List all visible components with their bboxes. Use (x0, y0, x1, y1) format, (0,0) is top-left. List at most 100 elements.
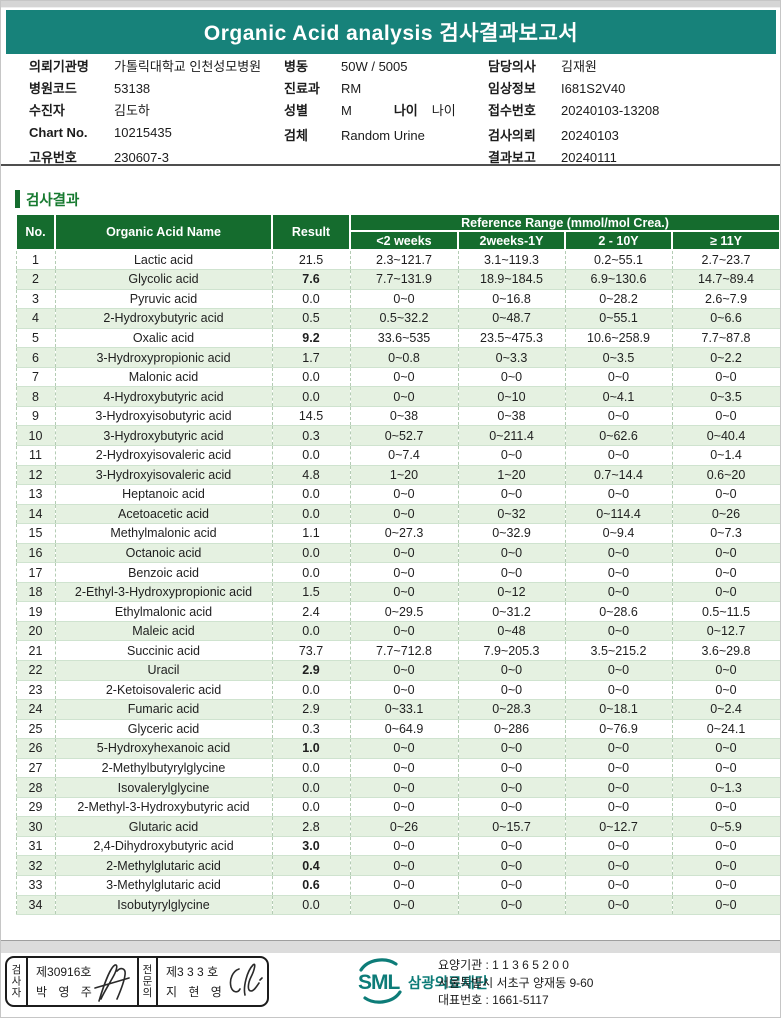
range-2-10y: 0~55.1 (565, 308, 673, 329)
examiner-license-no: 제30916호 (36, 965, 92, 979)
acid-name: Benzoic acid (55, 562, 273, 583)
column-header-name: Organic Acid Name (54, 213, 273, 251)
result-value: 2.9 (272, 699, 351, 720)
range-2weeks-1y: 0~211.4 (458, 425, 566, 446)
table-row: 24 Fumaric acid 2.9 0~33.1 0~28.3 0~18.1 0~2.4 (15, 699, 780, 720)
info-row: 의뢰기관명 가톨릭대학교 인천성모병원 (29, 56, 261, 78)
info-value: 10215435 (114, 125, 172, 140)
result-value: 0.0 (272, 445, 351, 466)
row-number: 7 (15, 367, 56, 388)
range-2weeks-1y: 0~32.9 (458, 523, 566, 544)
info-value: 김재원 (561, 59, 597, 74)
row-number: 34 (15, 895, 56, 916)
range-ge11y: 0~0 (672, 836, 780, 857)
acid-name: Octanoic acid (55, 543, 273, 564)
table-row: 8 4-Hydroxybutyric acid 0.0 0~0 0~10 0~4.1 0~3… (15, 386, 780, 407)
section-title: 검사결과 (26, 192, 80, 209)
range-ge11y: 0~0 (672, 895, 780, 916)
specialist-name: 지 현 영 (166, 985, 226, 999)
table-row: 27 2-Methylbutyrylglycine 0.0 0~0 0~0 0~0 0~0 (15, 758, 780, 779)
row-number: 16 (15, 543, 56, 564)
range-ge11y: 0~0 (672, 758, 780, 779)
range-2weeks-1y: 0~3.3 (458, 347, 566, 368)
range-2-10y: 0~28.6 (565, 601, 673, 622)
info-label: 검체 (284, 128, 308, 143)
range-2weeks-1y: 0~0 (458, 797, 566, 818)
table-row: 20 Maleic acid 0.0 0~0 0~48 0~0 0~12.7 (15, 621, 780, 642)
row-number: 8 (15, 386, 56, 407)
range-lt2weeks: 0~0 (350, 797, 459, 818)
result-value: 21.5 (272, 250, 351, 271)
info-label: 병원코드 (29, 81, 77, 96)
range-2-10y: 0~28.2 (565, 289, 673, 310)
range-ge11y: 0~12.7 (672, 621, 780, 642)
table-row: 23 2-Ketoisovaleric acid 0.0 0~0 0~0 0~0 0~0 (15, 680, 780, 701)
table-row: 28 Isovalerylglycine 0.0 0~0 0~0 0~0 0~1.3 (15, 777, 780, 798)
row-number: 22 (15, 660, 56, 681)
range-2weeks-1y: 0~0 (458, 895, 566, 916)
column-header-2weeks-1y: 2weeks-1Y (457, 230, 566, 251)
result-value: 0.6 (272, 875, 351, 896)
range-2-10y: 3.5~215.2 (565, 640, 673, 661)
info-row: 검체 Random Urine (284, 125, 456, 147)
table-row: 13 Heptanoic acid 0.0 0~0 0~0 0~0 0~0 (15, 484, 780, 505)
range-lt2weeks: 0~0 (350, 836, 459, 857)
result-value: 4.8 (272, 465, 351, 486)
info-value: I681S2V40 (561, 81, 626, 96)
range-ge11y: 0~5.9 (672, 816, 780, 837)
range-2-10y: 0~0 (565, 738, 673, 759)
range-2-10y: 0~0 (565, 543, 673, 564)
row-number: 12 (15, 465, 56, 486)
specialist-role-label: 전문의 (137, 958, 158, 1005)
range-2-10y: 0~0 (565, 680, 673, 701)
range-ge11y: 2.7~23.7 (672, 250, 780, 271)
result-value: 2.9 (272, 660, 351, 681)
acid-name: 2-Methyl-3-Hydroxybutyric acid (55, 797, 273, 818)
row-number: 3 (15, 289, 56, 310)
table-row: 22 Uracil 2.9 0~0 0~0 0~0 0~0 (15, 660, 780, 681)
result-value: 0.3 (272, 719, 351, 740)
range-2-10y: 6.9~130.6 (565, 269, 673, 290)
range-lt2weeks: 7.7~712.8 (350, 640, 459, 661)
range-ge11y: 0~0 (672, 738, 780, 759)
acid-name: Methylmalonic acid (55, 523, 273, 544)
range-lt2weeks: 0~7.4 (350, 445, 459, 466)
range-2weeks-1y: 0~286 (458, 719, 566, 740)
range-2-10y: 0~12.7 (565, 816, 673, 837)
row-number: 26 (15, 738, 56, 759)
table-row: 31 2,4-Dihydroxybutyric acid 3.0 0~0 0~0 0~0 0… (15, 836, 780, 857)
info-value: 20240103 (561, 128, 619, 143)
acid-name: 4-Hydroxybutyric acid (55, 386, 273, 407)
info-value: 20240103-13208 (561, 103, 660, 118)
acid-name: 2-Methylglutaric acid (55, 855, 273, 876)
table-row: 1 Lactic acid 21.5 2.3~121.7 3.1~119.3 0.2~55… (15, 250, 780, 271)
row-number: 1 (15, 250, 56, 271)
lab-phone: 대표번호 : 1661-5117 (438, 993, 549, 1007)
top-strip (1, 1, 780, 8)
range-lt2weeks: 1~20 (350, 465, 459, 486)
range-2weeks-1y: 0~0 (458, 445, 566, 466)
range-2weeks-1y: 0~0 (458, 836, 566, 857)
range-ge11y: 2.6~7.9 (672, 289, 780, 310)
lab-contact-info: 요양기관 : 1 1 3 6 5 2 0 0 서울특별시 서초구 양재동 9-6… (438, 957, 593, 1010)
table-row: 33 3-Methylglutaric acid 0.6 0~0 0~0 0~0 0~0 (15, 875, 780, 896)
range-ge11y: 0~0 (672, 484, 780, 505)
acid-name: Oxalic acid (55, 328, 273, 349)
result-value: 0.0 (272, 680, 351, 701)
range-2-10y: 0~76.9 (565, 719, 673, 740)
range-ge11y: 0~0 (672, 875, 780, 896)
range-2-10y: 0~0 (565, 797, 673, 818)
report-title-bar: Organic Acid analysis 검사결과보고서 (6, 10, 776, 54)
range-ge11y: 0~1.3 (672, 777, 780, 798)
lab-address: 서울특별시 서초구 양재동 9-60 (438, 975, 594, 990)
result-value: 0.0 (272, 289, 351, 310)
result-value: 0.0 (272, 543, 351, 564)
row-number: 27 (15, 758, 56, 779)
section-accent-bar (15, 190, 20, 208)
row-number: 15 (15, 523, 56, 544)
range-2weeks-1y: 0~32 (458, 504, 566, 525)
footer-divider-band (1, 940, 780, 953)
range-lt2weeks: 0~27.3 (350, 523, 459, 544)
acid-name: Isovalerylglycine (55, 777, 273, 798)
